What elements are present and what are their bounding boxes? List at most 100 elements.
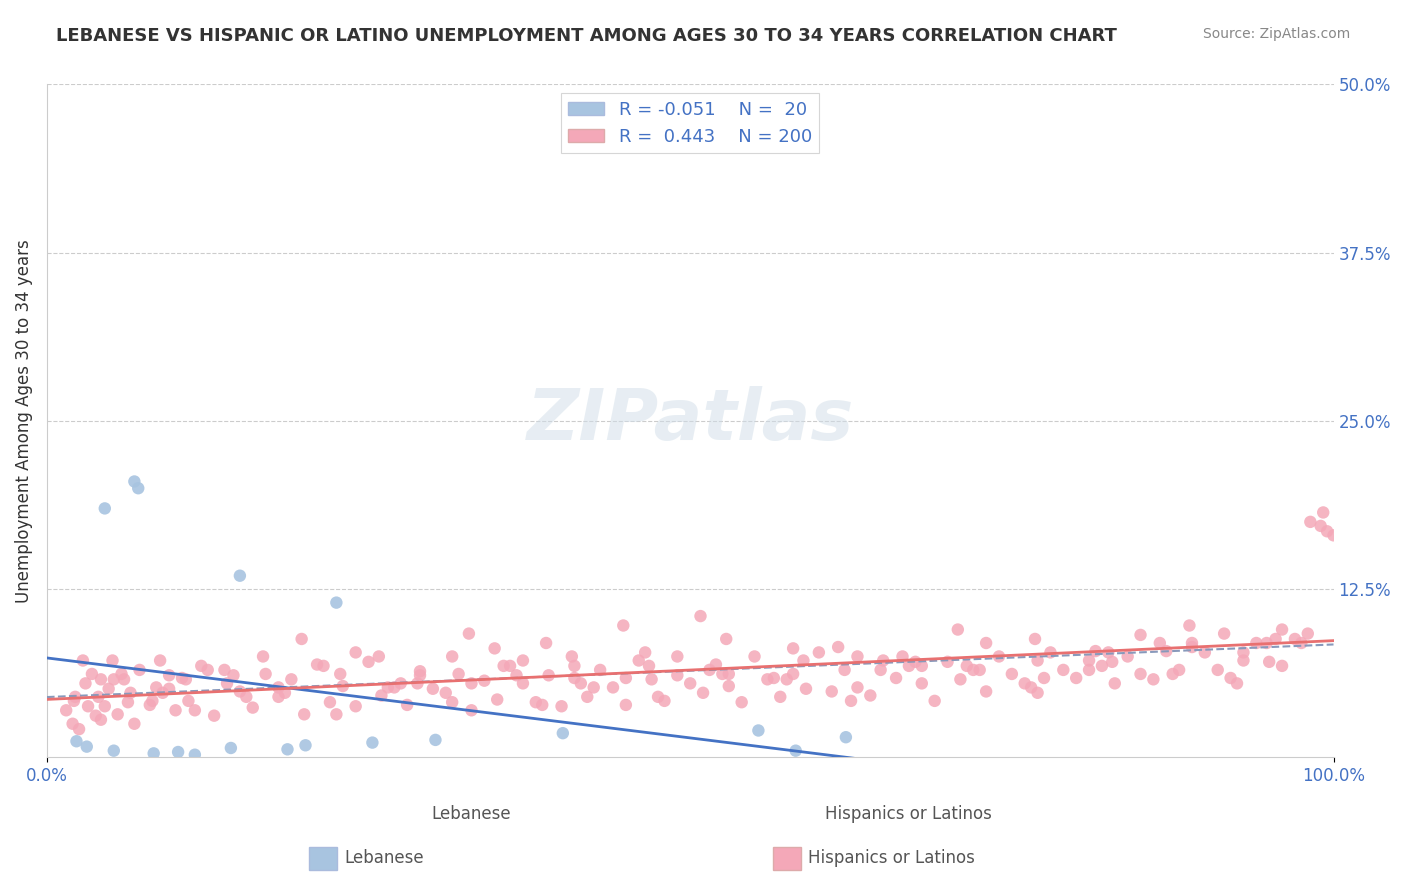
Point [1168,663,1191,677]
Point [1052,663,1074,677]
Point [357,655,380,669]
Point [582,681,605,695]
Point [782,667,804,681]
Point [1097,645,1119,659]
Point [776,673,799,687]
Point [101,653,124,667]
Point [640,673,662,687]
Point [276,742,298,756]
Point [884,671,907,685]
Point [55,703,77,717]
Point [332,679,354,693]
Point [785,744,807,758]
Point [1232,653,1254,667]
Point [1149,636,1171,650]
Point [846,649,869,664]
Point [235,690,257,704]
Point [692,686,714,700]
Point [1309,519,1331,533]
Point [149,653,172,667]
Point [292,707,315,722]
Point [127,481,149,495]
Point [1104,676,1126,690]
Point [103,744,125,758]
Point [638,659,661,673]
Point [319,695,342,709]
Point [936,655,959,669]
Point [827,640,849,654]
Point [731,695,754,709]
Point [1316,524,1339,539]
Point [157,681,180,696]
Point [1129,628,1152,642]
Point [103,673,125,687]
Point [294,739,316,753]
Point [1064,671,1087,685]
Point [974,636,997,650]
Point [911,676,934,690]
Point [747,723,769,738]
Point [120,686,142,700]
Point [564,671,586,685]
Point [406,676,429,690]
Point [1178,618,1201,632]
Point [1026,686,1049,700]
Point [312,659,335,673]
Point [839,694,862,708]
Point [329,667,352,681]
Y-axis label: Unemployment Among Ages 30 to 34 years: Unemployment Among Ages 30 to 34 years [15,239,32,603]
Text: Hispanics or Latinos: Hispanics or Latinos [825,805,993,822]
Point [1026,653,1049,667]
Point [75,676,97,690]
Point [564,659,586,673]
Point [110,667,132,681]
Point [124,716,146,731]
Text: Lebanese: Lebanese [432,805,512,822]
Point [821,684,844,698]
Point [679,676,702,690]
Point [382,681,405,695]
Point [396,698,419,712]
Point [756,673,779,687]
Point [389,676,412,690]
Point [90,673,112,687]
Point [1161,667,1184,681]
Point [177,694,200,708]
Point [409,665,432,679]
Point [77,699,100,714]
Point [72,653,94,667]
Point [184,747,207,762]
Point [94,699,117,714]
Point [904,655,927,669]
Point [974,684,997,698]
Point [222,668,245,682]
Point [654,694,676,708]
Point [505,668,527,682]
Point [165,703,187,717]
Point [762,671,785,685]
Point [472,673,495,688]
Point [367,649,389,664]
Point [1299,515,1322,529]
Point [711,667,734,681]
Point [666,668,689,682]
Point [716,632,738,646]
Point [63,690,86,704]
Point [94,501,117,516]
Point [84,708,107,723]
Point [1296,626,1319,640]
Point [859,689,882,703]
Point [846,681,869,695]
Point [897,659,920,673]
Point [1226,676,1249,690]
Point [242,700,264,714]
Point [67,722,90,736]
Point [422,681,444,696]
Point [325,707,347,722]
Point [344,699,367,714]
Point [1256,636,1278,650]
Point [602,681,624,695]
Point [792,653,814,667]
Point [80,667,103,681]
Point [1039,645,1062,659]
